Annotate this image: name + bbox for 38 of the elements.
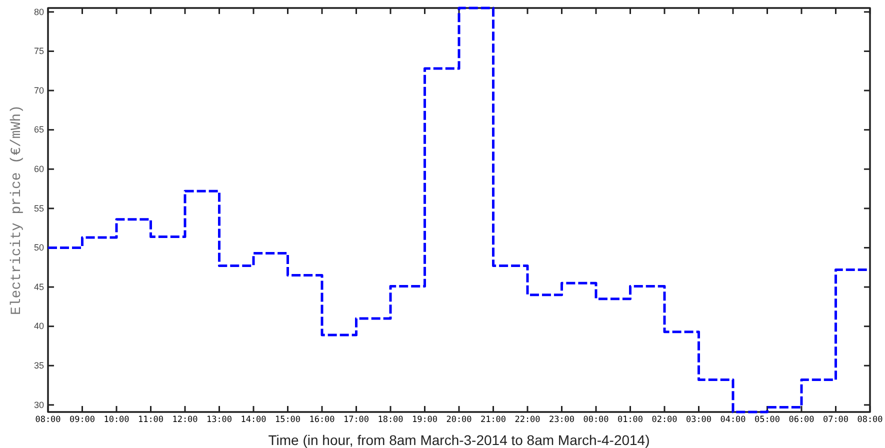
x-tick-label: 12:00 (172, 415, 198, 426)
x-tick-label: 15:00 (274, 415, 301, 426)
x-tick-label: 20:00 (446, 415, 472, 426)
y-tick-label: 70 (34, 85, 44, 96)
x-tick-label: 01:00 (617, 415, 644, 426)
x-tick-label: 19:00 (412, 415, 438, 426)
y-tick-label: 40 (34, 321, 44, 332)
x-tick-label: 02:00 (652, 415, 678, 426)
x-axis-title: Time (in hour, from 8am March-3-2014 to 8am March-4-2014) (268, 432, 650, 448)
y-tick-label: 65 (34, 124, 44, 135)
x-tick-label: 14:00 (240, 415, 266, 426)
y-axis-title: Electricity price (€/mWh) (9, 104, 25, 316)
y-tick-label: 55 (34, 203, 44, 214)
x-tick-label: 03:00 (686, 415, 712, 426)
x-tick-label: 18:00 (378, 415, 404, 426)
y-tick-label: 45 (34, 282, 44, 292)
x-tick-label: 22:00 (514, 415, 540, 426)
y-tick-label: 50 (34, 242, 44, 253)
y-tick-label: 35 (34, 360, 44, 371)
x-tick-label: 21:00 (480, 415, 506, 426)
y-tick-label: 30 (34, 400, 44, 410)
x-tick-label: 17:00 (343, 415, 370, 426)
x-tick-label: 07:00 (822, 415, 849, 426)
x-tick-label: 13:00 (206, 415, 232, 426)
x-tick-label: 23:00 (548, 415, 575, 426)
y-tick-label: 60 (34, 164, 44, 174)
y-tick-label: 75 (34, 46, 44, 56)
x-tick-label: 04:00 (720, 415, 746, 426)
x-tick-label: 09:00 (69, 415, 96, 426)
x-tick-label: 00:00 (583, 415, 609, 426)
x-tick-label: 11:00 (138, 415, 164, 426)
x-tick-label: 10:00 (104, 415, 130, 426)
x-tick-label: 08:00 (857, 415, 883, 426)
x-tick-label: 16:00 (309, 415, 335, 426)
x-tick-label: 08:00 (35, 415, 61, 426)
x-tick-label: 06:00 (788, 415, 814, 426)
y-tick-label: 80 (34, 6, 44, 17)
x-tick-label: 05:00 (754, 415, 780, 426)
